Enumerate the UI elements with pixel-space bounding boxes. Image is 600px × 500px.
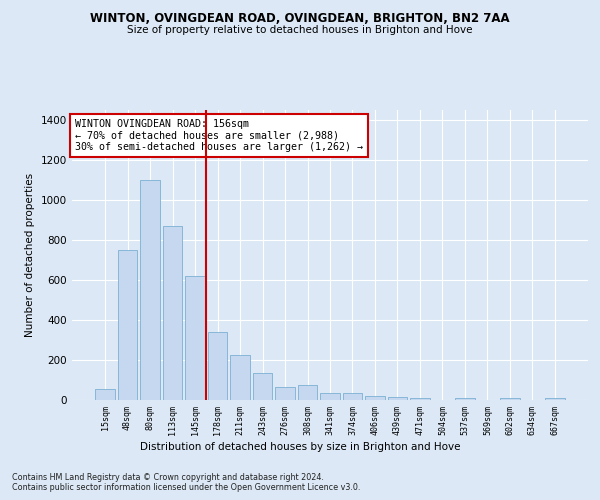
Y-axis label: Number of detached properties: Number of detached properties	[25, 173, 35, 337]
Bar	[500, 398, 520, 400]
Bar	[208, 332, 227, 400]
Text: Size of property relative to detached houses in Brighton and Hove: Size of property relative to detached ho…	[127, 25, 473, 35]
Bar	[455, 398, 475, 400]
Bar	[365, 396, 385, 400]
Bar	[320, 393, 340, 400]
Bar	[95, 389, 115, 400]
Bar	[140, 180, 160, 400]
Bar	[545, 398, 565, 400]
Bar	[185, 276, 205, 400]
Text: WINTON OVINGDEAN ROAD: 156sqm
← 70% of detached houses are smaller (2,988)
30% o: WINTON OVINGDEAN ROAD: 156sqm ← 70% of d…	[74, 118, 362, 152]
Text: Contains HM Land Registry data © Crown copyright and database right 2024.: Contains HM Land Registry data © Crown c…	[12, 472, 324, 482]
Bar	[388, 397, 407, 400]
Bar	[118, 250, 137, 400]
Text: Contains public sector information licensed under the Open Government Licence v3: Contains public sector information licen…	[12, 482, 361, 492]
Bar	[410, 398, 430, 400]
Bar	[275, 387, 295, 400]
Bar	[343, 393, 362, 400]
Text: WINTON, OVINGDEAN ROAD, OVINGDEAN, BRIGHTON, BN2 7AA: WINTON, OVINGDEAN ROAD, OVINGDEAN, BRIGH…	[90, 12, 510, 26]
Bar	[163, 226, 182, 400]
Bar	[298, 385, 317, 400]
Bar	[253, 373, 272, 400]
Text: Distribution of detached houses by size in Brighton and Hove: Distribution of detached houses by size …	[140, 442, 460, 452]
Bar	[230, 355, 250, 400]
